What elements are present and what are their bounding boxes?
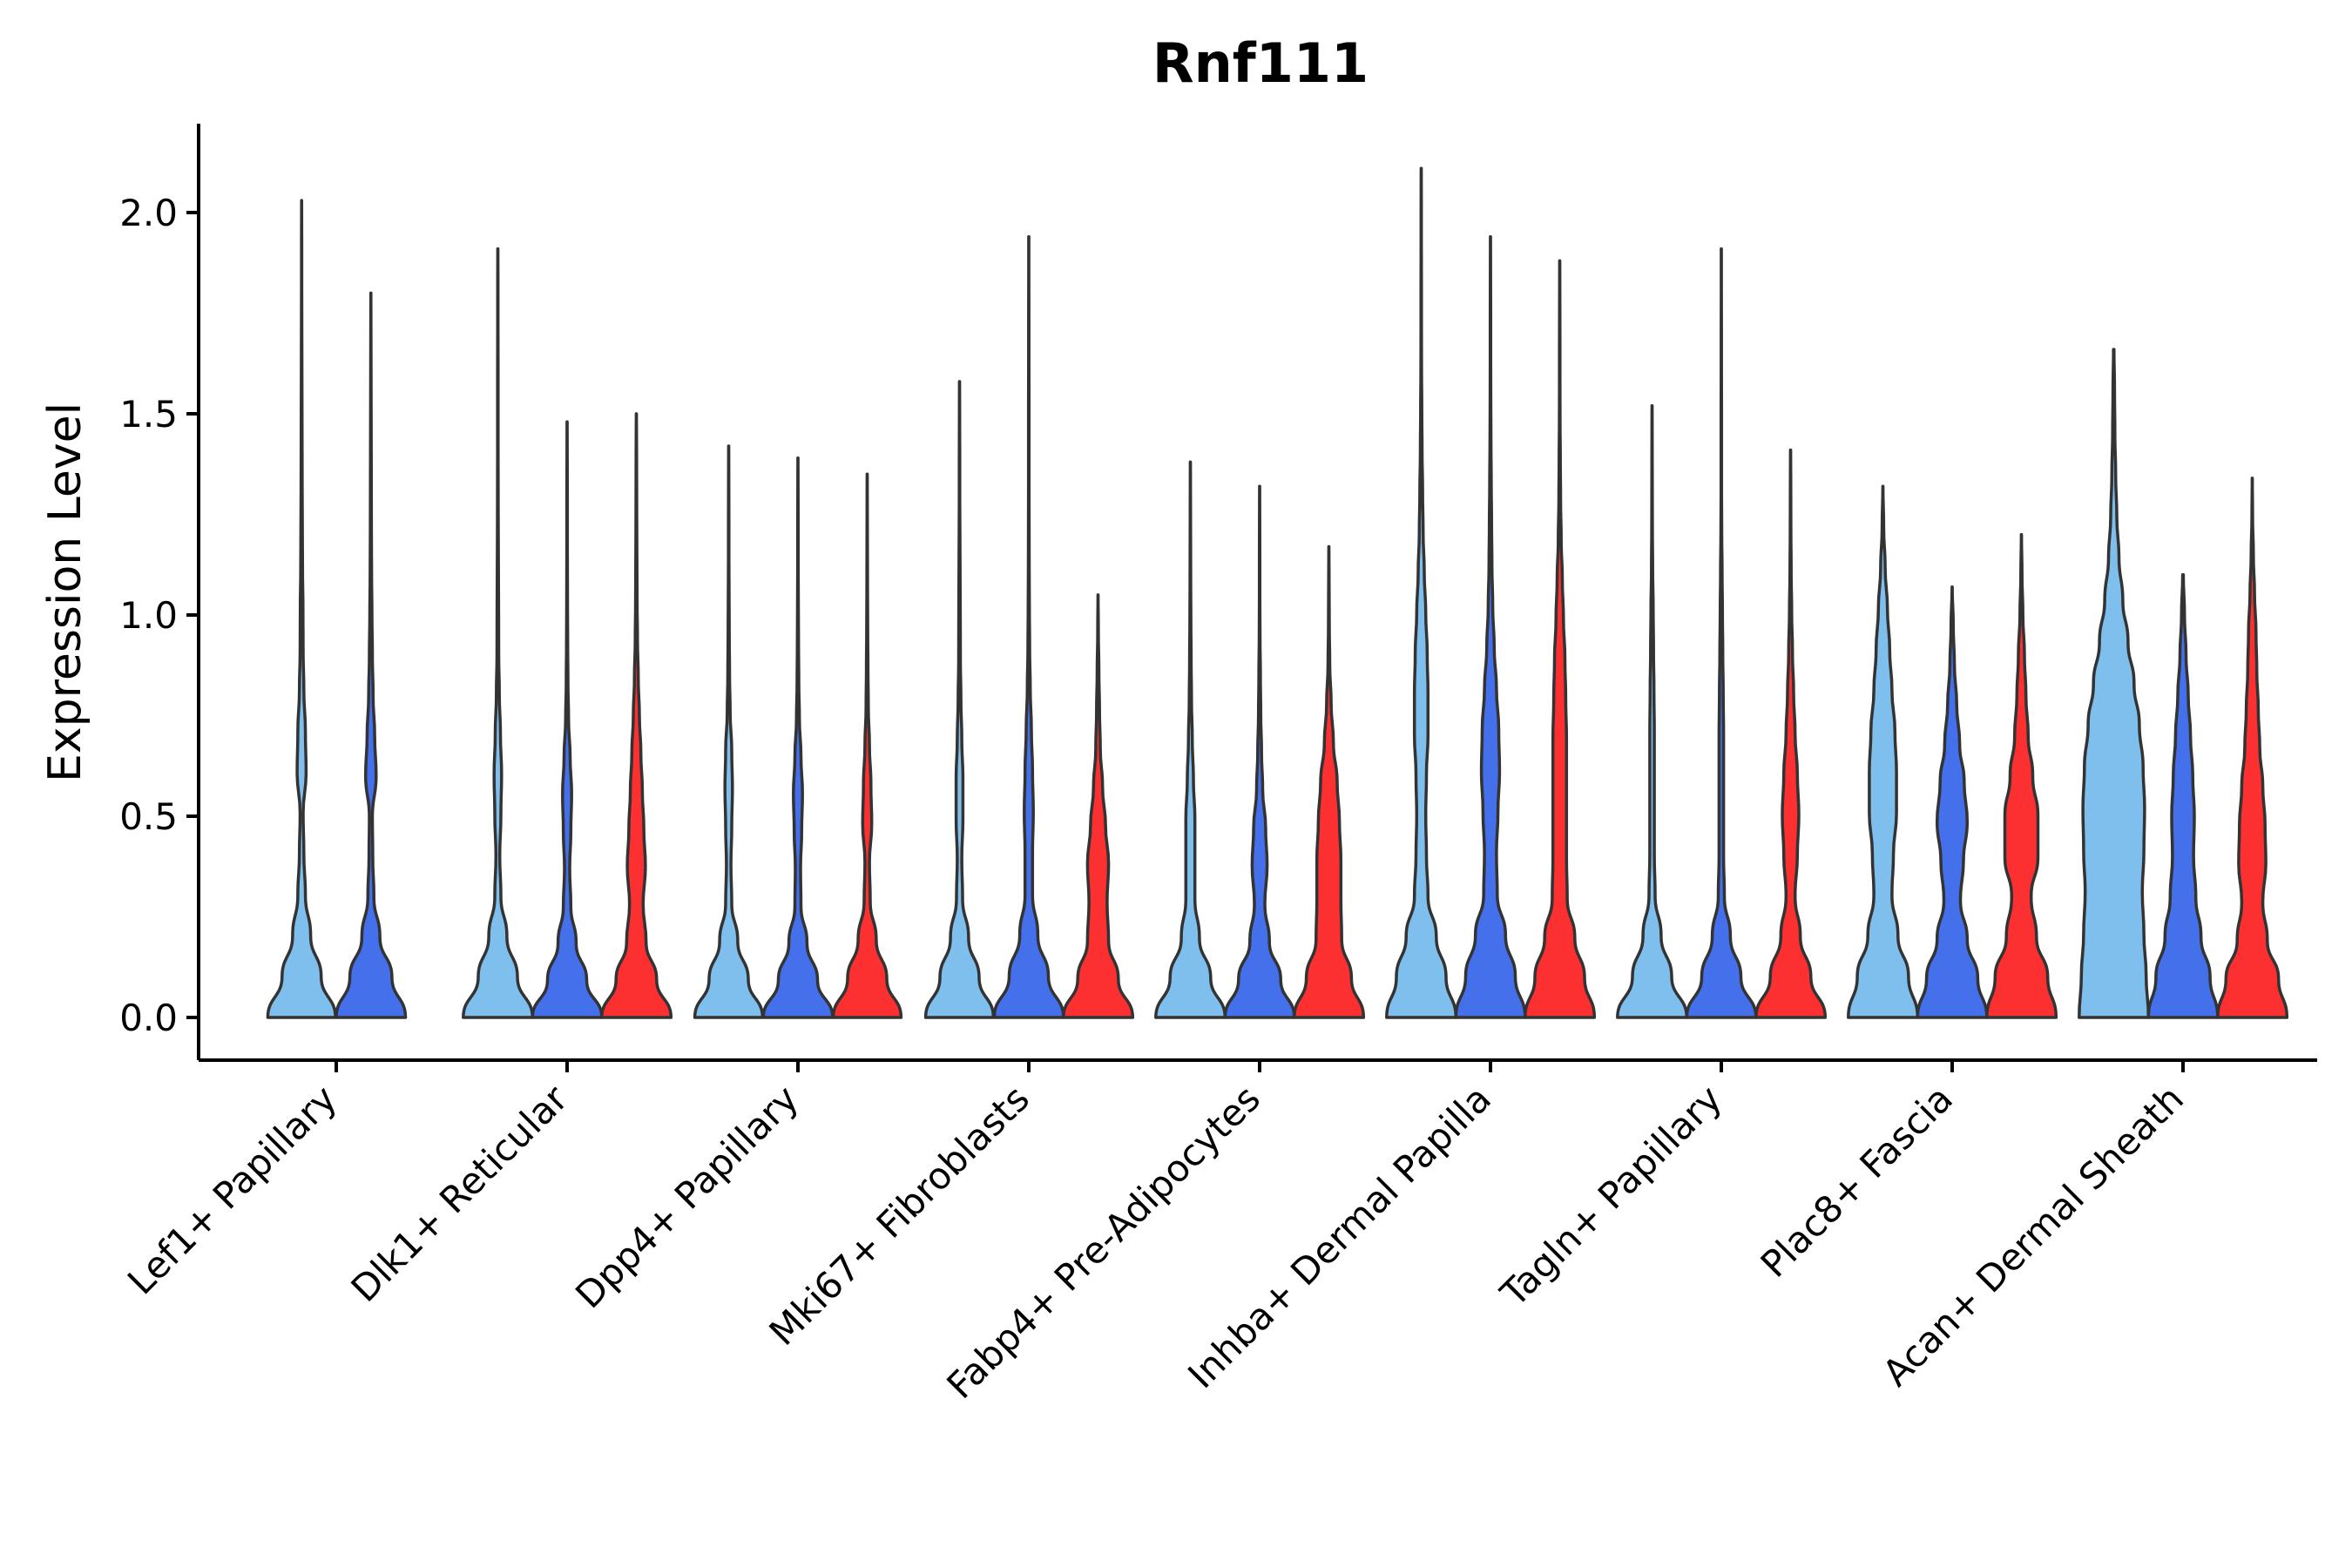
- violin-light-blue: [1616, 404, 1689, 1019]
- violin-red: [600, 412, 673, 1019]
- violin-group: [923, 234, 1135, 1019]
- y-tick-label: 1.5: [119, 393, 178, 436]
- violin-blue: [1685, 247, 1758, 1019]
- violin-group: [462, 247, 673, 1019]
- violin-blue: [761, 456, 835, 1019]
- x-tick-label: Dlk1+ Reticular: [343, 1077, 577, 1310]
- violin-blue: [335, 291, 408, 1019]
- violin-blue: [1223, 484, 1296, 1019]
- x-tick-label: Plac8+ Fascia: [1753, 1077, 1961, 1285]
- violin-blue: [2146, 573, 2220, 1019]
- y-axis: 0.0 0.5 1.0 1.5 2.0: [119, 124, 200, 1060]
- violin-group: [1154, 460, 1366, 1019]
- violin-light-blue: [2078, 348, 2151, 1019]
- x-tick-label: Lef1+ Papillary: [119, 1077, 345, 1302]
- violin-red: [1985, 532, 2058, 1019]
- violin-light-blue: [266, 199, 337, 1019]
- violin-light-blue: [1385, 166, 1458, 1019]
- violin-group: [693, 444, 903, 1019]
- violin-light-blue: [1847, 484, 1920, 1019]
- y-tick-label: 2.0: [119, 192, 178, 234]
- violin-group: [2078, 348, 2289, 1019]
- violin-red: [1293, 544, 1366, 1019]
- violin-blue: [992, 234, 1065, 1019]
- violin-light-blue: [462, 247, 535, 1019]
- violin-red: [1062, 593, 1135, 1019]
- violin-group: [1385, 166, 1597, 1019]
- violin-group: [1847, 484, 2058, 1019]
- violin-red: [831, 472, 903, 1019]
- violin-light-blue: [693, 444, 765, 1019]
- x-tick-label: Tagln+ Papillary: [1492, 1077, 1730, 1315]
- y-tick-label: 0.0: [119, 997, 178, 1039]
- violin-blue: [1454, 234, 1527, 1019]
- violin-group: [1616, 247, 1828, 1019]
- y-axis-label: Expression Level: [39, 402, 91, 782]
- y-tick-label: 0.5: [119, 795, 178, 838]
- x-tick-label: Dpp4+ Papillary: [567, 1077, 807, 1316]
- violin-group: [266, 199, 408, 1019]
- violin-layer: [266, 166, 2289, 1019]
- chart-title: Rnf111: [1152, 31, 1369, 95]
- x-tick-label: Mki67+ Fibroblasts: [761, 1077, 1037, 1353]
- violin-light-blue: [1154, 460, 1227, 1019]
- violin-blue: [531, 420, 604, 1019]
- violin-red: [1754, 448, 1828, 1019]
- violin-blue: [1916, 585, 1989, 1019]
- violin-red: [1524, 259, 1597, 1019]
- violin-light-blue: [923, 380, 996, 1019]
- violin-red: [2216, 476, 2289, 1019]
- y-tick-label: 1.0: [119, 594, 178, 637]
